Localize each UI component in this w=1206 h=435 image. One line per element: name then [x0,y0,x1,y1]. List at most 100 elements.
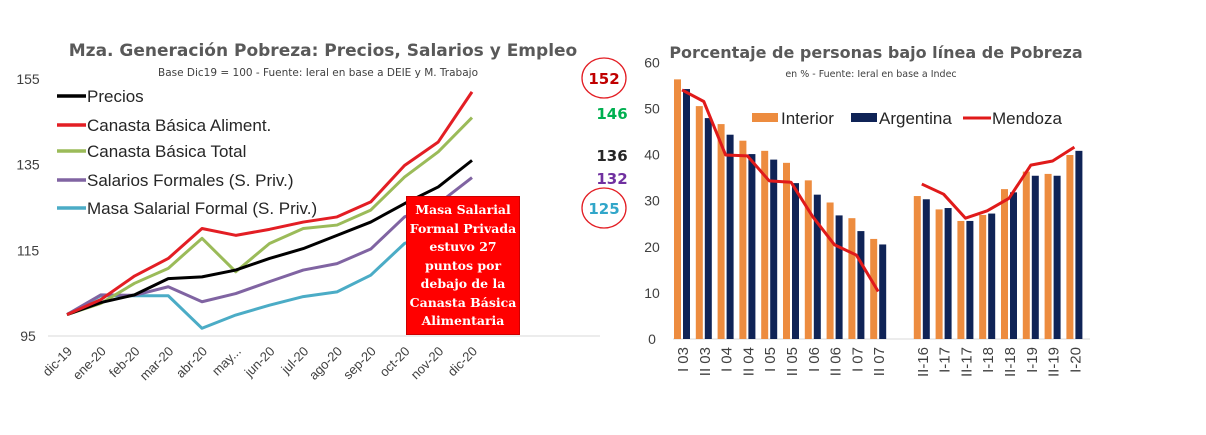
bar-argentina [835,215,843,339]
x-tick-label: I 06 [806,347,823,372]
x-tick-label: I 05 [762,347,779,372]
x-tick-label: jun-20 [241,344,278,381]
bar-argentina [704,118,712,339]
y-tick-label: 50 [644,100,660,116]
bar-argentina [726,134,734,339]
bar-argentina [922,199,930,339]
bar-argentina [813,194,821,339]
y-tick-label: 95 [20,328,36,344]
annotation-line: estuvo 27 [429,239,497,254]
right-chart-subtitle: en % - Fuente: Ieral en base a Indec [785,69,956,80]
bar-interior [1044,173,1052,339]
left-line-chart: Mza. Generación Pobreza: Precios, Salari… [16,41,627,383]
x-tick-label: sep-20 [340,344,379,383]
bar-interior [1066,154,1074,339]
legend-label: Salarios Formales (S. Priv.) [87,171,294,190]
y-tick-label: 20 [644,239,660,255]
series-line-mendoza [681,88,880,293]
annotation-line: debajo de la [420,276,506,291]
x-tick-label: mar-20 [137,344,177,384]
x-tick-label: II 05 [784,347,801,376]
legend-swatch [851,113,877,122]
x-tick-label: II 07 [871,347,888,376]
x-tick-label: I 04 [719,347,736,372]
annotation-line: Masa Salarial [415,202,511,217]
x-tick-label: I-17 [937,347,954,373]
x-tick-label: II 03 [697,347,714,376]
x-tick-label: I 07 [849,347,866,372]
legend-label: Canasta Básica Aliment. [87,116,271,135]
y-tick-label: 40 [644,147,660,163]
y-tick-label: 115 [17,242,40,258]
x-tick-label: nov-20 [408,344,447,383]
bar-argentina [988,213,996,339]
end-value-label: 125 [588,200,619,218]
bar-interior [957,220,965,339]
left-chart-title: Mza. Generación Pobreza: Precios, Salari… [69,41,577,61]
highlight-circle [581,57,627,99]
legend-swatch [752,113,778,122]
bar-interior [1001,189,1008,339]
end-value-label: 132 [596,170,627,188]
end-value-label: 152 [588,70,619,88]
bar-argentina [944,208,952,339]
bar-argentina [1010,192,1017,339]
bar-argentina [879,244,887,339]
bar-interior [761,150,769,339]
x-tick-label: II-19 [1046,347,1063,377]
legend-label: Masa Salarial Formal (S. Priv.) [87,199,317,218]
x-tick-label: I-20 [1067,347,1084,373]
bar-interior [826,202,834,339]
bar-argentina [1075,150,1083,339]
series-line-canasta-b-sica-aliment- [66,91,474,316]
bar-argentina [1053,175,1061,339]
bar-interior [804,180,812,339]
bar-interior [913,196,921,339]
x-tick-label: feb-20 [106,344,143,381]
legend-label: Interior [781,109,834,128]
bar-interior [695,106,703,339]
right-chart-title: Porcentaje de personas bajo línea de Pob… [669,43,1082,62]
x-tick-label: dic-20 [444,344,480,380]
x-tick-label: ago-20 [306,344,345,383]
bar-interior [935,209,943,339]
x-tick-label: dic-19 [39,344,75,380]
x-tick-label: may... [209,344,244,379]
bar-interior [1022,171,1030,339]
x-tick-label: II 06 [828,347,845,376]
x-tick-label: II-17 [958,347,975,377]
bar-argentina [966,220,974,339]
y-tick-label: 10 [644,285,660,301]
y-tick-label: 135 [16,157,40,173]
y-tick-label: 30 [644,193,660,209]
series-line-mendoza [921,145,1076,220]
y-tick-label: 0 [648,331,656,347]
legend-label: Precios [87,87,144,106]
bar-interior [717,124,725,339]
end-value-label: 146 [596,105,627,123]
annotation-line: puntos por [424,257,502,273]
bar-argentina [857,231,865,339]
left-chart-subtitle: Base Dic19 = 100 - Fuente: Ieral en base… [158,67,478,79]
highlight-circle [581,187,627,229]
annotation-box: Masa Salarial Formal Privada estuvo 27 punt… [406,196,520,335]
bar-interior [870,238,878,339]
x-tick-label: I-18 [980,347,997,373]
right-bar-chart: Porcentaje de personas bajo línea de Pob… [644,43,1090,377]
legend-label: Canasta Básica Total [87,142,246,161]
x-tick-label: II-16 [915,347,932,377]
annotation-line: Formal Privada [409,220,517,236]
x-tick-label: II 04 [740,347,757,376]
legend-label: Argentina [879,109,952,128]
bar-interior [674,79,681,340]
annotation-line: Canasta Básica [409,294,517,310]
annotation-line: Alimentaria [421,313,505,328]
x-tick-label: I 03 [675,347,692,372]
legend-label: Mendoza [992,109,1062,128]
y-tick-label: 155 [16,71,40,87]
bar-argentina [748,154,756,339]
x-tick-label: abr-20 [173,344,210,381]
bar-interior [848,218,856,339]
series-line-precios [66,159,473,316]
